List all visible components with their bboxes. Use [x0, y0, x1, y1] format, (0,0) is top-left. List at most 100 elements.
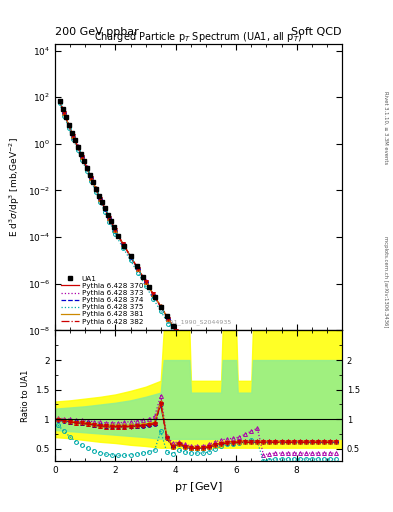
Pythia 6.428 375: [157, 306, 162, 312]
Pythia 6.428 375: [57, 100, 62, 106]
Y-axis label: E d$^3\sigma$/dp$^3$ [mb,GeV$^{-2}$]: E d$^3\sigma$/dp$^3$ [mb,GeV$^{-2}$]: [7, 137, 22, 237]
UA1: [176, 333, 181, 339]
Pythia 6.428 373: [140, 272, 144, 278]
Line: Pythia 6.428 373: Pythia 6.428 373: [60, 100, 312, 509]
Pythia 6.428 382: [157, 302, 162, 308]
UA1: [60, 105, 65, 112]
UA1: [201, 373, 206, 379]
UA1: [164, 313, 169, 319]
UA1: [309, 507, 314, 512]
Pythia 6.428 374: [88, 172, 92, 178]
UA1: [72, 137, 77, 143]
UA1: [108, 218, 113, 224]
Pythia 6.428 370: [239, 429, 244, 435]
UA1: [146, 284, 151, 290]
Pythia 6.428 381: [241, 430, 245, 436]
X-axis label: p$_T$ [GeV]: p$_T$ [GeV]: [174, 480, 223, 494]
UA1: [99, 199, 104, 205]
UA1: [158, 304, 163, 310]
UA1: [69, 130, 74, 136]
Pythia 6.428 375: [241, 436, 245, 442]
UA1: [128, 253, 133, 260]
Pythia 6.428 375: [88, 175, 92, 181]
UA1: [103, 205, 107, 211]
Pythia 6.428 382: [57, 98, 62, 104]
Text: UA1_1990_S2044935: UA1_1990_S2044935: [165, 319, 231, 325]
Pythia 6.428 382: [241, 431, 245, 437]
Pythia 6.428 373: [216, 395, 220, 401]
UA1: [90, 179, 95, 185]
Pythia 6.428 375: [216, 401, 220, 408]
Pythia 6.428 373: [57, 97, 62, 103]
UA1: [234, 423, 239, 429]
Legend: UA1, Pythia 6.428 370, Pythia 6.428 373, Pythia 6.428 374, Pythia 6.428 375, Pyt: UA1, Pythia 6.428 370, Pythia 6.428 373,…: [59, 273, 145, 327]
Pythia 6.428 382: [309, 507, 314, 512]
Pythia 6.428 381: [57, 98, 62, 104]
UA1: [105, 212, 110, 218]
Pythia 6.428 374: [140, 272, 144, 279]
Pythia 6.428 381: [309, 506, 314, 512]
Pythia 6.428 374: [239, 430, 244, 436]
Text: mcplots.cern.ch [arXiv:1306.3436]: mcplots.cern.ch [arXiv:1306.3436]: [384, 236, 388, 327]
UA1: [57, 98, 62, 104]
Pythia 6.428 370: [157, 302, 162, 308]
Line: Pythia 6.428 375: Pythia 6.428 375: [60, 103, 312, 512]
UA1: [122, 243, 127, 249]
Line: Pythia 6.428 370: Pythia 6.428 370: [60, 101, 312, 510]
Y-axis label: Ratio to UA1: Ratio to UA1: [21, 370, 30, 422]
UA1: [189, 354, 193, 360]
UA1: [63, 114, 68, 120]
UA1: [81, 158, 86, 164]
Pythia 6.428 374: [157, 302, 162, 308]
Pythia 6.428 370: [309, 507, 314, 512]
Pythia 6.428 382: [216, 396, 220, 402]
UA1: [140, 273, 145, 280]
UA1: [116, 233, 121, 239]
UA1: [75, 144, 80, 150]
Pythia 6.428 370: [216, 396, 220, 402]
UA1: [216, 395, 220, 401]
Pythia 6.428 375: [140, 276, 144, 283]
UA1: [96, 193, 101, 199]
Text: Soft QCD: Soft QCD: [292, 27, 342, 37]
Pythia 6.428 373: [88, 172, 92, 178]
UA1: [87, 172, 92, 178]
Text: Rivet 3.1.10, ≥ 3.3M events: Rivet 3.1.10, ≥ 3.3M events: [384, 91, 388, 165]
Pythia 6.428 370: [88, 172, 92, 178]
UA1: [171, 323, 175, 329]
Pythia 6.428 381: [88, 172, 92, 178]
Title: Charged Particle p$_T$ Spectrum (UA1, all p$_T$): Charged Particle p$_T$ Spectrum (UA1, al…: [94, 30, 303, 44]
UA1: [264, 456, 269, 462]
Pythia 6.428 374: [57, 98, 62, 104]
UA1: [84, 164, 89, 170]
Pythia 6.428 381: [157, 301, 162, 307]
Pythia 6.428 370: [241, 430, 245, 436]
Pythia 6.428 370: [140, 272, 144, 279]
Pythia 6.428 373: [239, 428, 244, 434]
Pythia 6.428 373: [241, 430, 245, 436]
Pythia 6.428 374: [216, 396, 220, 402]
Line: Pythia 6.428 382: Pythia 6.428 382: [60, 101, 312, 510]
UA1: [66, 122, 71, 128]
UA1: [134, 263, 139, 269]
Pythia 6.428 382: [140, 272, 144, 279]
Text: 200 GeV ppbar: 200 GeV ppbar: [55, 27, 139, 37]
Pythia 6.428 381: [140, 272, 144, 278]
Line: UA1: UA1: [57, 98, 314, 512]
Pythia 6.428 374: [241, 431, 245, 437]
UA1: [78, 151, 83, 157]
Pythia 6.428 370: [57, 98, 62, 104]
UA1: [94, 185, 98, 191]
Pythia 6.428 373: [309, 506, 314, 512]
Pythia 6.428 374: [309, 507, 314, 512]
UA1: [152, 293, 157, 300]
UA1: [112, 224, 116, 230]
Pythia 6.428 382: [88, 172, 92, 178]
Pythia 6.428 381: [216, 395, 220, 401]
Pythia 6.428 381: [239, 429, 244, 435]
Pythia 6.428 382: [239, 429, 244, 435]
Line: Pythia 6.428 381: Pythia 6.428 381: [60, 101, 312, 509]
Pythia 6.428 373: [157, 301, 162, 307]
Line: Pythia 6.428 374: Pythia 6.428 374: [60, 101, 312, 510]
Pythia 6.428 375: [239, 435, 244, 441]
